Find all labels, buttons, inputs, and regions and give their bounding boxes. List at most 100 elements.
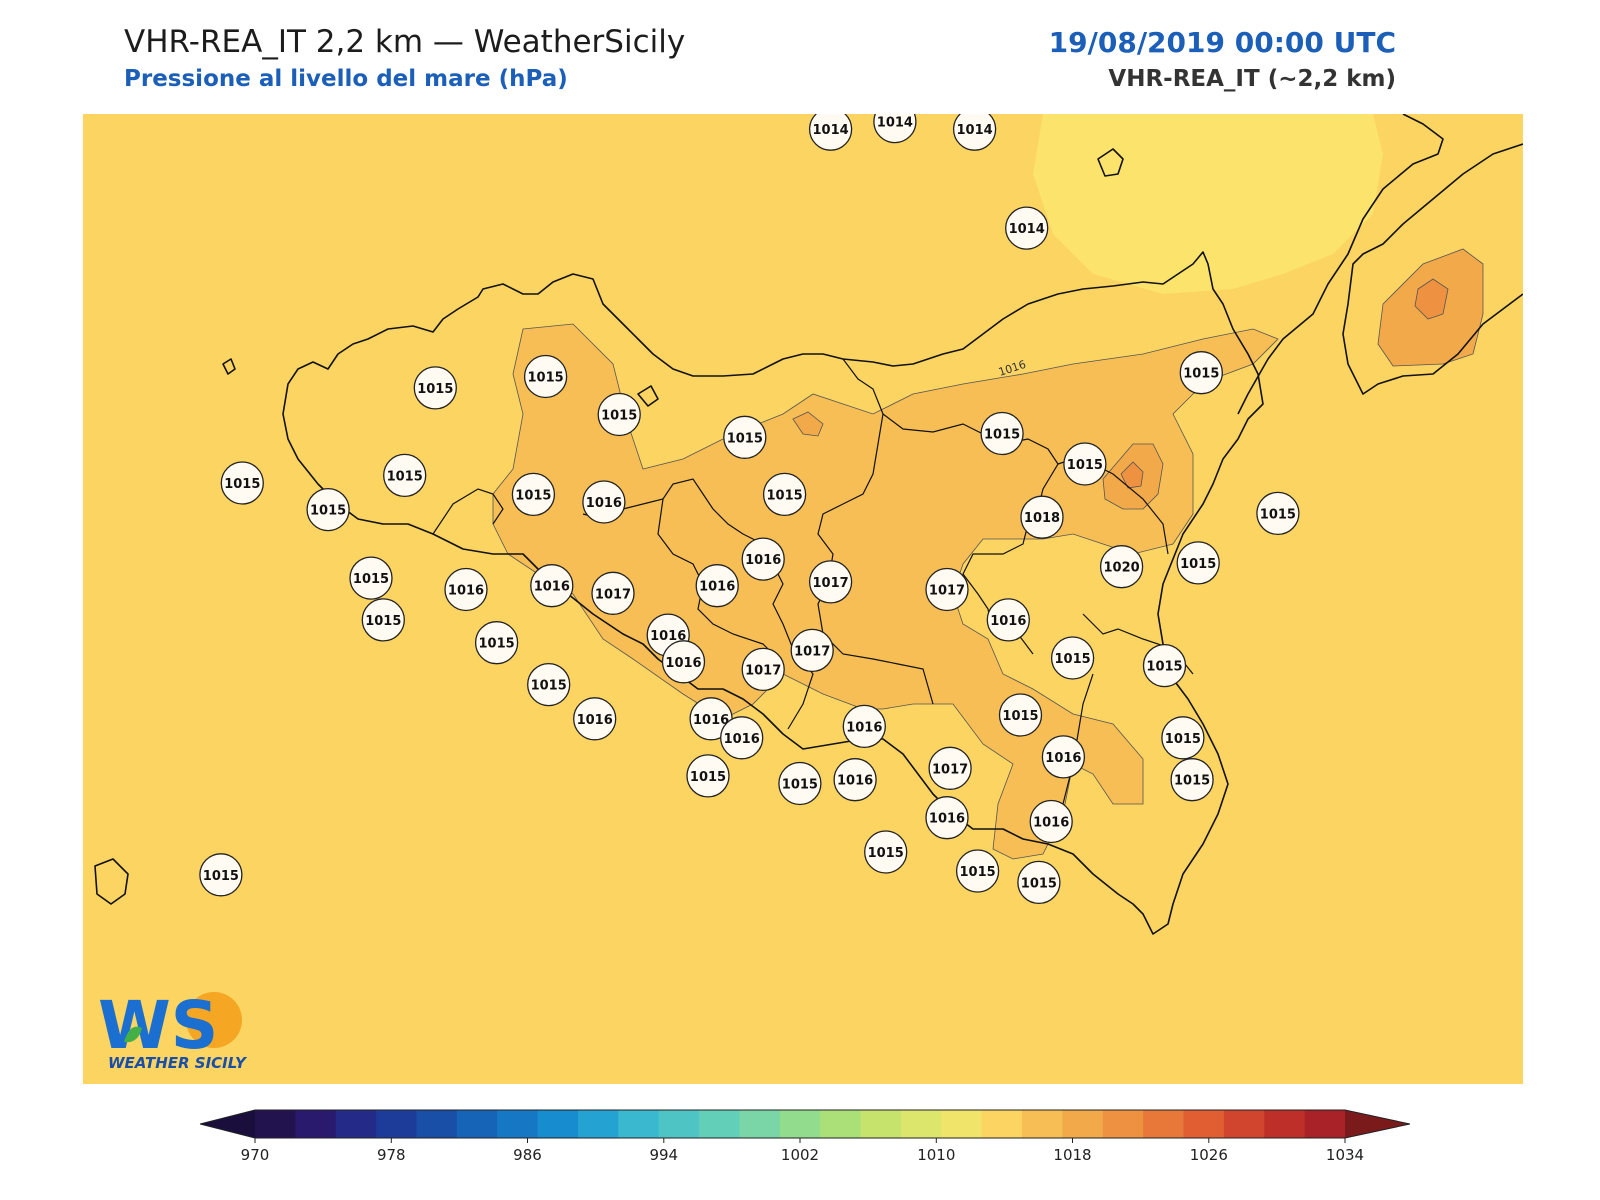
station-circle: [597, 392, 641, 437]
station-circle: [808, 114, 853, 151]
colorbar-block: [1143, 1110, 1185, 1138]
station-circle: [349, 556, 393, 600]
station-circle: [686, 754, 730, 798]
station-marker: 1015: [998, 693, 1043, 737]
station-marker: 1015: [474, 621, 519, 665]
station-value: 1015: [1067, 458, 1103, 473]
colorbar-blocks: [200, 1109, 1410, 1139]
station-marker: 1020: [1099, 545, 1144, 589]
station-value: 1015: [1165, 732, 1201, 747]
colorbar-block: [497, 1110, 539, 1138]
colorbar-tick-label: 994: [649, 1146, 678, 1164]
station-circle: [928, 746, 972, 790]
station-marker: 1015: [1017, 860, 1061, 905]
colorbar-tick-label: 1018: [1053, 1146, 1091, 1164]
station-circle: [925, 796, 969, 840]
station-value: 1015: [601, 409, 637, 424]
station-circle: [582, 480, 626, 524]
station-circle: [790, 628, 834, 673]
station-marker: 1015: [686, 754, 730, 798]
station-value: 1015: [690, 770, 726, 785]
station-value: 1016: [1033, 816, 1069, 831]
colorbar: 970 978 986 994 1002 1010 1018 1026 1034: [200, 1109, 1410, 1164]
station-value: 1015: [417, 382, 453, 397]
logo-name: WEATHER SICILY: [108, 1054, 248, 1072]
station-circle: [591, 571, 635, 615]
colorbar-block: [1022, 1110, 1063, 1138]
station-value: 1015: [365, 614, 401, 629]
station-marker: 1015: [778, 761, 822, 806]
station-circle: [842, 704, 886, 749]
station-marker: 1016: [720, 716, 764, 760]
weather-sicily-logo: WS WEATHER SICILY: [98, 987, 248, 1072]
station-circle: [530, 564, 574, 608]
station-value: 1015: [531, 679, 567, 694]
station-circle: [998, 693, 1043, 737]
station-value: 1020: [1104, 561, 1140, 576]
colorbar-tick-label: 1002: [781, 1146, 819, 1164]
station-marker: 1015: [220, 461, 264, 505]
station-circle: [1063, 442, 1107, 486]
station-value: 1017: [595, 587, 631, 602]
station-marker: 1015: [361, 598, 405, 642]
colorbar-block: [1102, 1110, 1144, 1138]
colorbar-block: [335, 1110, 377, 1138]
station-value: 1015: [1021, 876, 1057, 891]
station-value: 1016: [1045, 751, 1081, 766]
station-marker: 1016: [582, 480, 626, 524]
colorbar-tick-label: 978: [377, 1146, 406, 1164]
colorbar-block: [1062, 1110, 1104, 1138]
station-marker: 1017: [925, 567, 969, 612]
station-value: 1015: [1174, 774, 1210, 789]
station-circle: [1142, 643, 1187, 688]
station-value: 1014: [813, 123, 849, 138]
chart-title: VHR-REA_IT 2,2 km — WeatherSicily: [124, 24, 686, 60]
colorbar-block: [658, 1110, 700, 1138]
station-circle: [741, 537, 785, 581]
colorbar-block: [739, 1110, 781, 1138]
station-marker: 1017: [591, 571, 635, 615]
station-circle: [695, 564, 739, 608]
station-value: 1015: [224, 477, 260, 492]
station-circle: [1050, 636, 1095, 680]
colorbar-block: [1223, 1110, 1265, 1138]
station-circle: [720, 716, 764, 760]
station-marker: 1015: [597, 392, 641, 437]
station-value: 1017: [929, 584, 965, 599]
colorbar-tick-label: 1034: [1326, 1146, 1364, 1164]
station-circle: [778, 761, 822, 806]
station-value: 1014: [957, 123, 993, 138]
station-value: 1015: [310, 504, 346, 519]
colorbar-block: [981, 1110, 1023, 1138]
station-marker: 1017: [808, 560, 853, 604]
station-circle: [833, 758, 877, 802]
station-value: 1016: [990, 614, 1026, 629]
station-marker: 1016: [573, 697, 617, 741]
station-marker: 1015: [527, 662, 571, 707]
station-value: 1016: [577, 713, 613, 728]
colorbar-block: [699, 1110, 740, 1138]
station-marker: 1016: [833, 758, 877, 802]
station-marker: 1016: [695, 564, 739, 608]
station-value: 1015: [479, 637, 515, 652]
colorbar-tick-label: 1010: [917, 1146, 955, 1164]
station-circle: [952, 114, 997, 151]
station-value: 1015: [387, 469, 423, 484]
station-circle: [527, 662, 571, 707]
station-value: 1016: [665, 656, 701, 671]
station-circle: [1041, 735, 1086, 779]
station-marker: 1015: [413, 366, 457, 410]
station-circle: [1170, 758, 1214, 802]
station-value: 1016: [534, 580, 570, 595]
colorbar-block: [941, 1110, 983, 1138]
station-value: 1016: [699, 580, 735, 595]
station-circle: [723, 415, 767, 459]
station-marker: 1015: [955, 849, 1000, 893]
station-marker: 1016: [842, 704, 886, 749]
station-circle: [873, 114, 917, 144]
station-value: 1015: [984, 428, 1020, 443]
station-circle: [573, 697, 617, 741]
station-circle: [741, 647, 785, 692]
station-marker: 1016: [530, 564, 574, 608]
station-marker: 1015: [723, 415, 767, 459]
